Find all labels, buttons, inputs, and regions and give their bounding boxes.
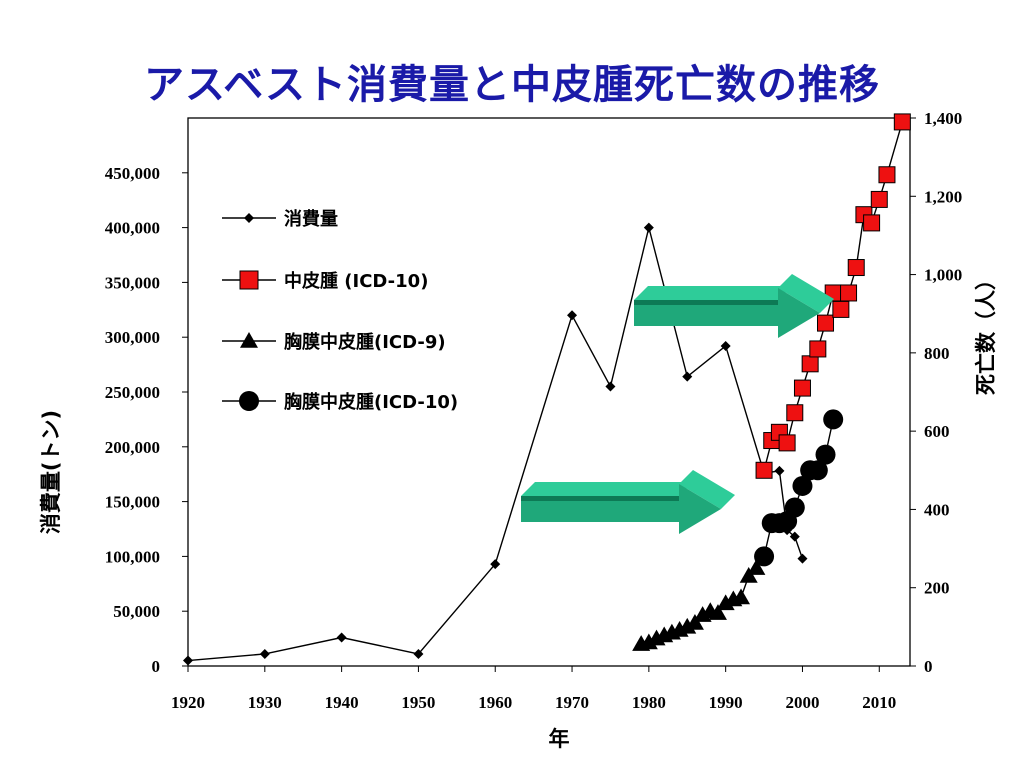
x-axis-label: 年 xyxy=(549,727,570,751)
series-4-point xyxy=(792,475,813,496)
series-2-point xyxy=(870,190,888,208)
y-right-tick-label: 400 xyxy=(924,500,950,519)
series-1-point xyxy=(490,559,501,570)
series-2-point xyxy=(786,404,804,422)
y-right-tick-label: 1,000 xyxy=(924,266,962,285)
series-2-point xyxy=(847,259,865,277)
x-tick-label: 1960 xyxy=(478,693,512,712)
series-2-point xyxy=(878,166,896,184)
x-tick-label: 1920 xyxy=(171,693,205,712)
trend-arrow-upper xyxy=(634,274,834,338)
series-2-point xyxy=(893,113,911,131)
series-2-point xyxy=(832,300,850,318)
y-right-tick-label: 600 xyxy=(924,422,950,441)
series-3-point xyxy=(732,588,751,605)
series-2-point xyxy=(809,340,827,358)
series-4-point xyxy=(754,546,775,567)
y-left-tick-label: 250,000 xyxy=(105,383,160,402)
x-tick-label: 1980 xyxy=(632,693,666,712)
y-right-tick-label: 1,200 xyxy=(924,187,962,206)
y-left-tick-label: 50,000 xyxy=(113,602,160,621)
series-1-point xyxy=(567,310,578,321)
series-1-point xyxy=(643,222,654,233)
series-2-point xyxy=(840,284,858,302)
series-1-point xyxy=(774,465,785,476)
legend-marker xyxy=(240,332,258,348)
series-2-point xyxy=(755,461,773,479)
y-right-tick-label: 800 xyxy=(924,344,950,363)
series-4-point xyxy=(815,444,836,465)
legend-label: 中皮腫 (ICD-10) xyxy=(284,270,428,292)
chart-title: アスベスト消費量と中皮腫死亡数の推移 xyxy=(144,62,880,108)
series-3-point xyxy=(708,604,727,620)
y-left-tick-label: 300,000 xyxy=(105,328,160,347)
y-left-tick-label: 450,000 xyxy=(105,164,160,183)
y-right-tick-label: 1,400 xyxy=(924,109,962,128)
legend-label: 胸膜中皮腫(ICD-9) xyxy=(284,331,446,353)
series-1-point xyxy=(259,648,270,659)
y-left-tick-label: 100,000 xyxy=(105,547,160,566)
legend-marker xyxy=(244,213,254,223)
series-4-point xyxy=(807,460,828,481)
x-tick-label: 1950 xyxy=(401,693,435,712)
trend-arrow-lower xyxy=(521,470,735,534)
series-1-point xyxy=(413,648,424,659)
series-1-point xyxy=(605,381,616,392)
series-1-point xyxy=(720,340,731,351)
x-tick-label: 2010 xyxy=(862,693,896,712)
series-2-point xyxy=(778,434,796,452)
y-left-tick-label: 150,000 xyxy=(105,493,160,512)
y-left-tick-label: 350,000 xyxy=(105,273,160,292)
y-left-tick-label: 0 xyxy=(152,657,161,676)
y-left-axis-label: 消費量(トン) xyxy=(39,410,63,534)
y-left-tick-label: 200,000 xyxy=(105,438,160,457)
y-left-tick-label: 400,000 xyxy=(105,219,160,238)
series-2-point xyxy=(817,314,835,332)
legend-label: 消費量 xyxy=(284,208,338,230)
x-tick-label: 1990 xyxy=(709,693,743,712)
series-1-point xyxy=(682,371,693,382)
series-1-point xyxy=(797,553,808,564)
x-tick-label: 1930 xyxy=(248,693,282,712)
series-2-point xyxy=(863,214,881,232)
legend-label: 胸膜中皮腫(ICD-10) xyxy=(284,391,458,413)
y-right-tick-label: 0 xyxy=(924,657,933,676)
y-right-tick-label: 200 xyxy=(924,579,950,598)
y-right-axis-label: 死亡数（人） xyxy=(974,269,998,395)
legend-marker xyxy=(239,391,259,411)
series-4-point xyxy=(823,409,844,430)
series-1-point xyxy=(336,632,347,643)
series-1-point xyxy=(183,655,193,666)
series-2-point xyxy=(801,355,819,373)
series-3-point xyxy=(747,559,766,575)
x-tick-label: 2000 xyxy=(785,693,819,712)
series-2-point xyxy=(793,379,811,397)
series-1-point xyxy=(789,531,800,542)
x-tick-label: 1940 xyxy=(325,693,359,712)
series-4-point xyxy=(784,497,805,518)
x-tick-label: 1970 xyxy=(555,693,589,712)
legend-marker xyxy=(239,270,259,290)
